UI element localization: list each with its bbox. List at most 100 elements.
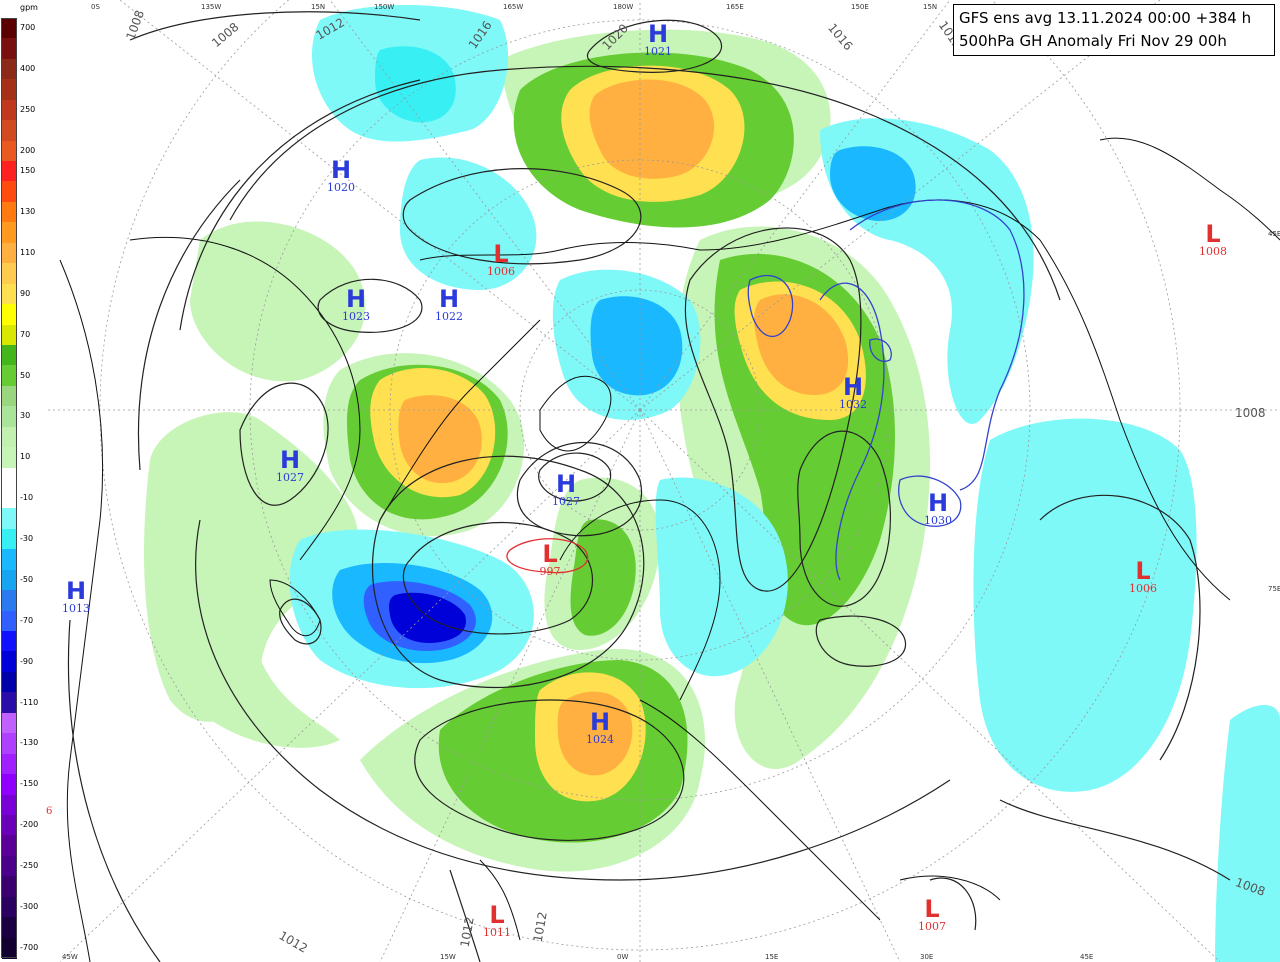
legend-swatch (2, 385, 17, 407)
pressure-center-letter: H (647, 20, 669, 48)
pressure-center-letter: H (438, 285, 460, 313)
low-pressure-center: L 1011 (477, 903, 517, 939)
anomaly-shading (144, 5, 1280, 962)
legend-swatch (2, 814, 17, 836)
legend-swatch (2, 344, 17, 366)
legend-label: -200 (20, 820, 39, 830)
pressure-center-letter: H (842, 373, 864, 401)
legend-swatch (2, 38, 17, 60)
pressure-center-value: 1022 (435, 310, 463, 323)
legend-label: -110 (20, 697, 39, 707)
isobars (67, 11, 1231, 962)
title-box: GFS ens avg 13.11.2024 00:00 +384 h 500h… (953, 4, 1275, 56)
legend-swatch (2, 692, 17, 714)
legend-swatch (2, 937, 17, 959)
title-line-1: GFS ens avg 13.11.2024 00:00 +384 h (959, 9, 1252, 27)
meridian-label: 30E (920, 953, 934, 961)
pressure-center-letter: L (1205, 220, 1221, 248)
pressure-center-letter: L (924, 895, 940, 923)
pressure-center-value: 1020 (327, 181, 355, 194)
pressure-center-value: 1021 (644, 45, 672, 58)
isobar-label: 1008 (1235, 406, 1266, 420)
pressure-center-value: 1013 (62, 602, 90, 615)
legend-swatch (2, 855, 17, 877)
pressure-center-letter: H (65, 577, 87, 605)
legend-swatch (2, 140, 17, 162)
legend-swatch (2, 283, 17, 305)
legend-swatch (2, 324, 17, 346)
legend-swatch (2, 488, 17, 509)
legend-swatch (2, 528, 17, 550)
meridian-label: 15N (923, 3, 938, 11)
legend-label: 130 (20, 207, 36, 217)
pressure-center-value: 1008 (1199, 245, 1227, 258)
high-pressure-center: H 1032 (833, 375, 873, 411)
legend-swatch (2, 161, 17, 183)
legend-swatch (2, 917, 17, 939)
legend-swatch (2, 835, 17, 857)
title-line-2: 500hPa GH Anomaly Fri Nov 29 00h (959, 32, 1227, 50)
meridian-label: 15E (765, 953, 779, 961)
pressure-center-value: 1006 (487, 265, 515, 278)
pressure-center-value: 997 (539, 565, 561, 578)
pressure-center-letter: H (927, 489, 949, 517)
pressure-center-value: 1007 (918, 920, 946, 933)
meridian-label: 165E (726, 3, 744, 11)
pressure-center-value: 1023 (342, 310, 370, 323)
pressure-center-letter: L (542, 540, 558, 568)
legend-swatch (2, 896, 17, 918)
high-pressure-center: H 1027 (546, 472, 586, 508)
meridian-label: 150E (851, 3, 869, 11)
low-contours (506, 538, 589, 574)
legend-label: 30 (20, 411, 31, 421)
legend-label: 200 (20, 145, 36, 155)
legend-unit: gpm (20, 3, 38, 12)
pressure-center-value: 1032 (839, 398, 867, 411)
high-pressure-center: H 1027 (270, 448, 310, 484)
legend-label: 110 (20, 248, 36, 257)
meridian-label: 135W (201, 3, 222, 11)
low-pressure-center: L 997 (530, 542, 570, 578)
legend-swatch (2, 79, 17, 101)
pressure-center-value: 1006 (1129, 582, 1157, 595)
meridian-label: 0S (91, 3, 100, 11)
legend-label: 50 (20, 370, 31, 380)
legend-label: -70 (20, 615, 34, 625)
pressure-center-letter: H (330, 156, 352, 184)
legend-swatch (2, 263, 17, 285)
legend-swatch (2, 426, 17, 448)
legend-swatch (2, 610, 17, 632)
high-pressure-center: H 1023 (336, 287, 376, 323)
legend-label: -700 (20, 942, 39, 952)
high-pressure-center: H 1022 (429, 287, 469, 323)
legend-label: 10 (20, 452, 31, 462)
legend-label: 150 (20, 166, 36, 176)
high-pressure-center: H 1021 (638, 22, 678, 58)
legend-swatch (2, 549, 17, 571)
legend-label: -150 (20, 779, 39, 789)
legend-label: -10 (20, 493, 34, 503)
color-legend: gpm 700 400 250 200 150 130 110 90 70 50 30 10 -10 -3… (0, 0, 46, 962)
high-pressure-center: H 1013 (56, 579, 96, 615)
pressure-center-value: 1024 (586, 733, 614, 746)
legend-swatch (2, 651, 17, 673)
legend-swatch (2, 508, 17, 530)
pressure-center-letter: H (555, 470, 577, 498)
legend-border (1, 18, 17, 958)
low-pressure-center: L 1006 (1123, 559, 1163, 595)
legend-swatch (2, 242, 17, 264)
legend-label: 70 (20, 329, 31, 339)
legend-swatch (2, 304, 17, 326)
legend-swatch (2, 569, 17, 591)
legend-label: -130 (20, 738, 39, 748)
meridian-label: 75E (1268, 585, 1280, 593)
meridian-label: 15W (440, 953, 456, 961)
legend-label: -50 (20, 574, 34, 584)
legend-swatch (2, 99, 17, 121)
legend-label: 90 (20, 288, 31, 298)
legend-swatch (2, 794, 17, 816)
legend-swatch (2, 222, 17, 244)
legend-swatch (2, 876, 17, 898)
